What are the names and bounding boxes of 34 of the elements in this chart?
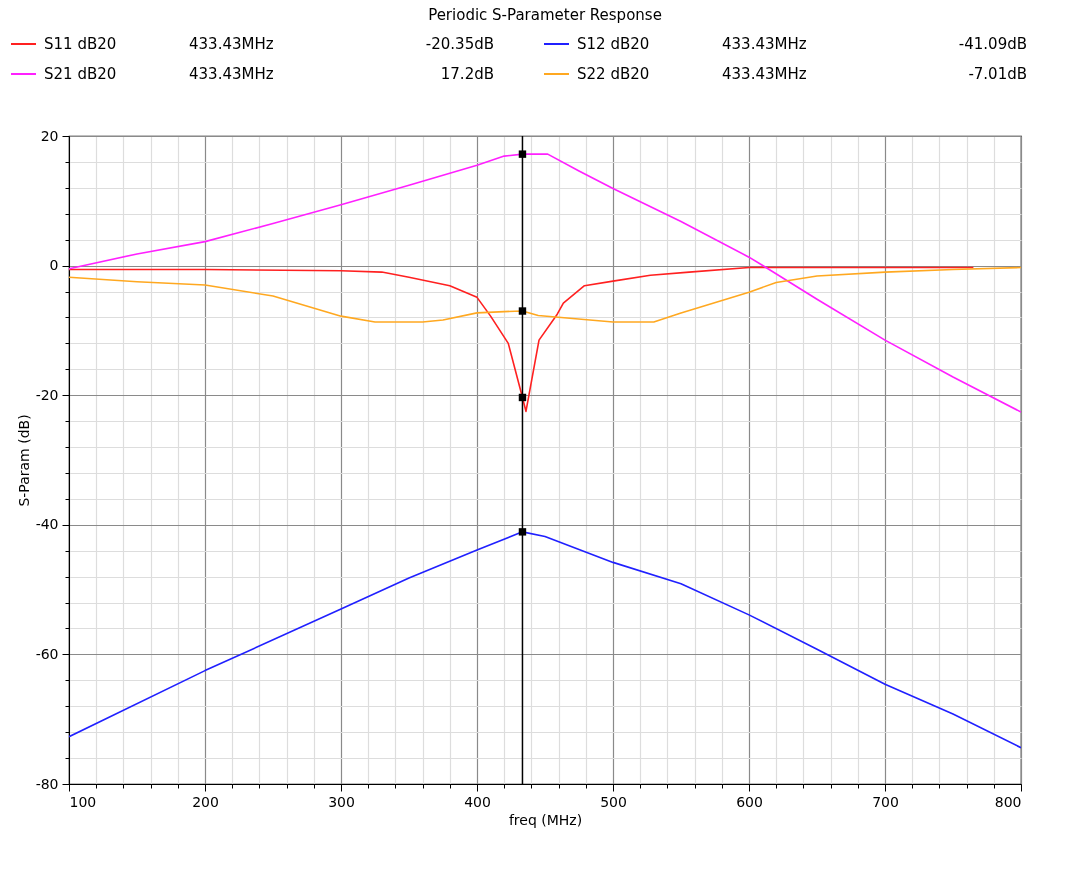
text: 433.43MHz <box>189 65 274 83</box>
x-tick-label: 800 <box>994 793 1022 810</box>
y-tick-label: 0 <box>49 257 59 274</box>
text: 433.43MHz <box>722 65 807 83</box>
x-axis-title: freq (MHz) <box>508 811 583 828</box>
point <box>518 307 527 315</box>
legend-label: S11 dB20 <box>44 35 117 53</box>
line-series <box>69 266 975 413</box>
legend-label: S22 dB20 <box>577 65 650 83</box>
x-tick-label: 500 <box>600 793 627 810</box>
line-series <box>69 266 1021 323</box>
x-tick-label: 700 <box>872 793 899 810</box>
legend-label: S12 dB20 <box>577 35 650 53</box>
x-tick-label: 600 <box>736 793 763 810</box>
y-tick-label: -40 <box>35 516 59 533</box>
x-tick-label: 200 <box>192 793 219 810</box>
legend-label: S21 dB20 <box>44 65 117 83</box>
x-tick-label: 300 <box>328 793 355 810</box>
y-axis-title: S-Param (dB) <box>15 414 32 507</box>
text: 17.2dB <box>440 65 494 83</box>
chart-title: Periodic S-Parameter Response <box>428 6 662 24</box>
y-tick-label: -20 <box>35 386 59 403</box>
point <box>518 150 527 158</box>
x-tick-label: 100 <box>69 793 97 810</box>
text: -20.35dB <box>425 35 494 53</box>
text: 433.43MHz <box>722 35 807 53</box>
text: -7.01dB <box>968 65 1027 83</box>
y-tick-label: 20 <box>40 127 59 144</box>
text: 433.43MHz <box>189 35 274 53</box>
y-tick-label: -60 <box>35 645 59 662</box>
y-tick-label: -80 <box>35 775 59 792</box>
text: -41.09dB <box>958 35 1027 53</box>
x-tick-label: 400 <box>464 793 491 810</box>
point <box>518 528 527 536</box>
